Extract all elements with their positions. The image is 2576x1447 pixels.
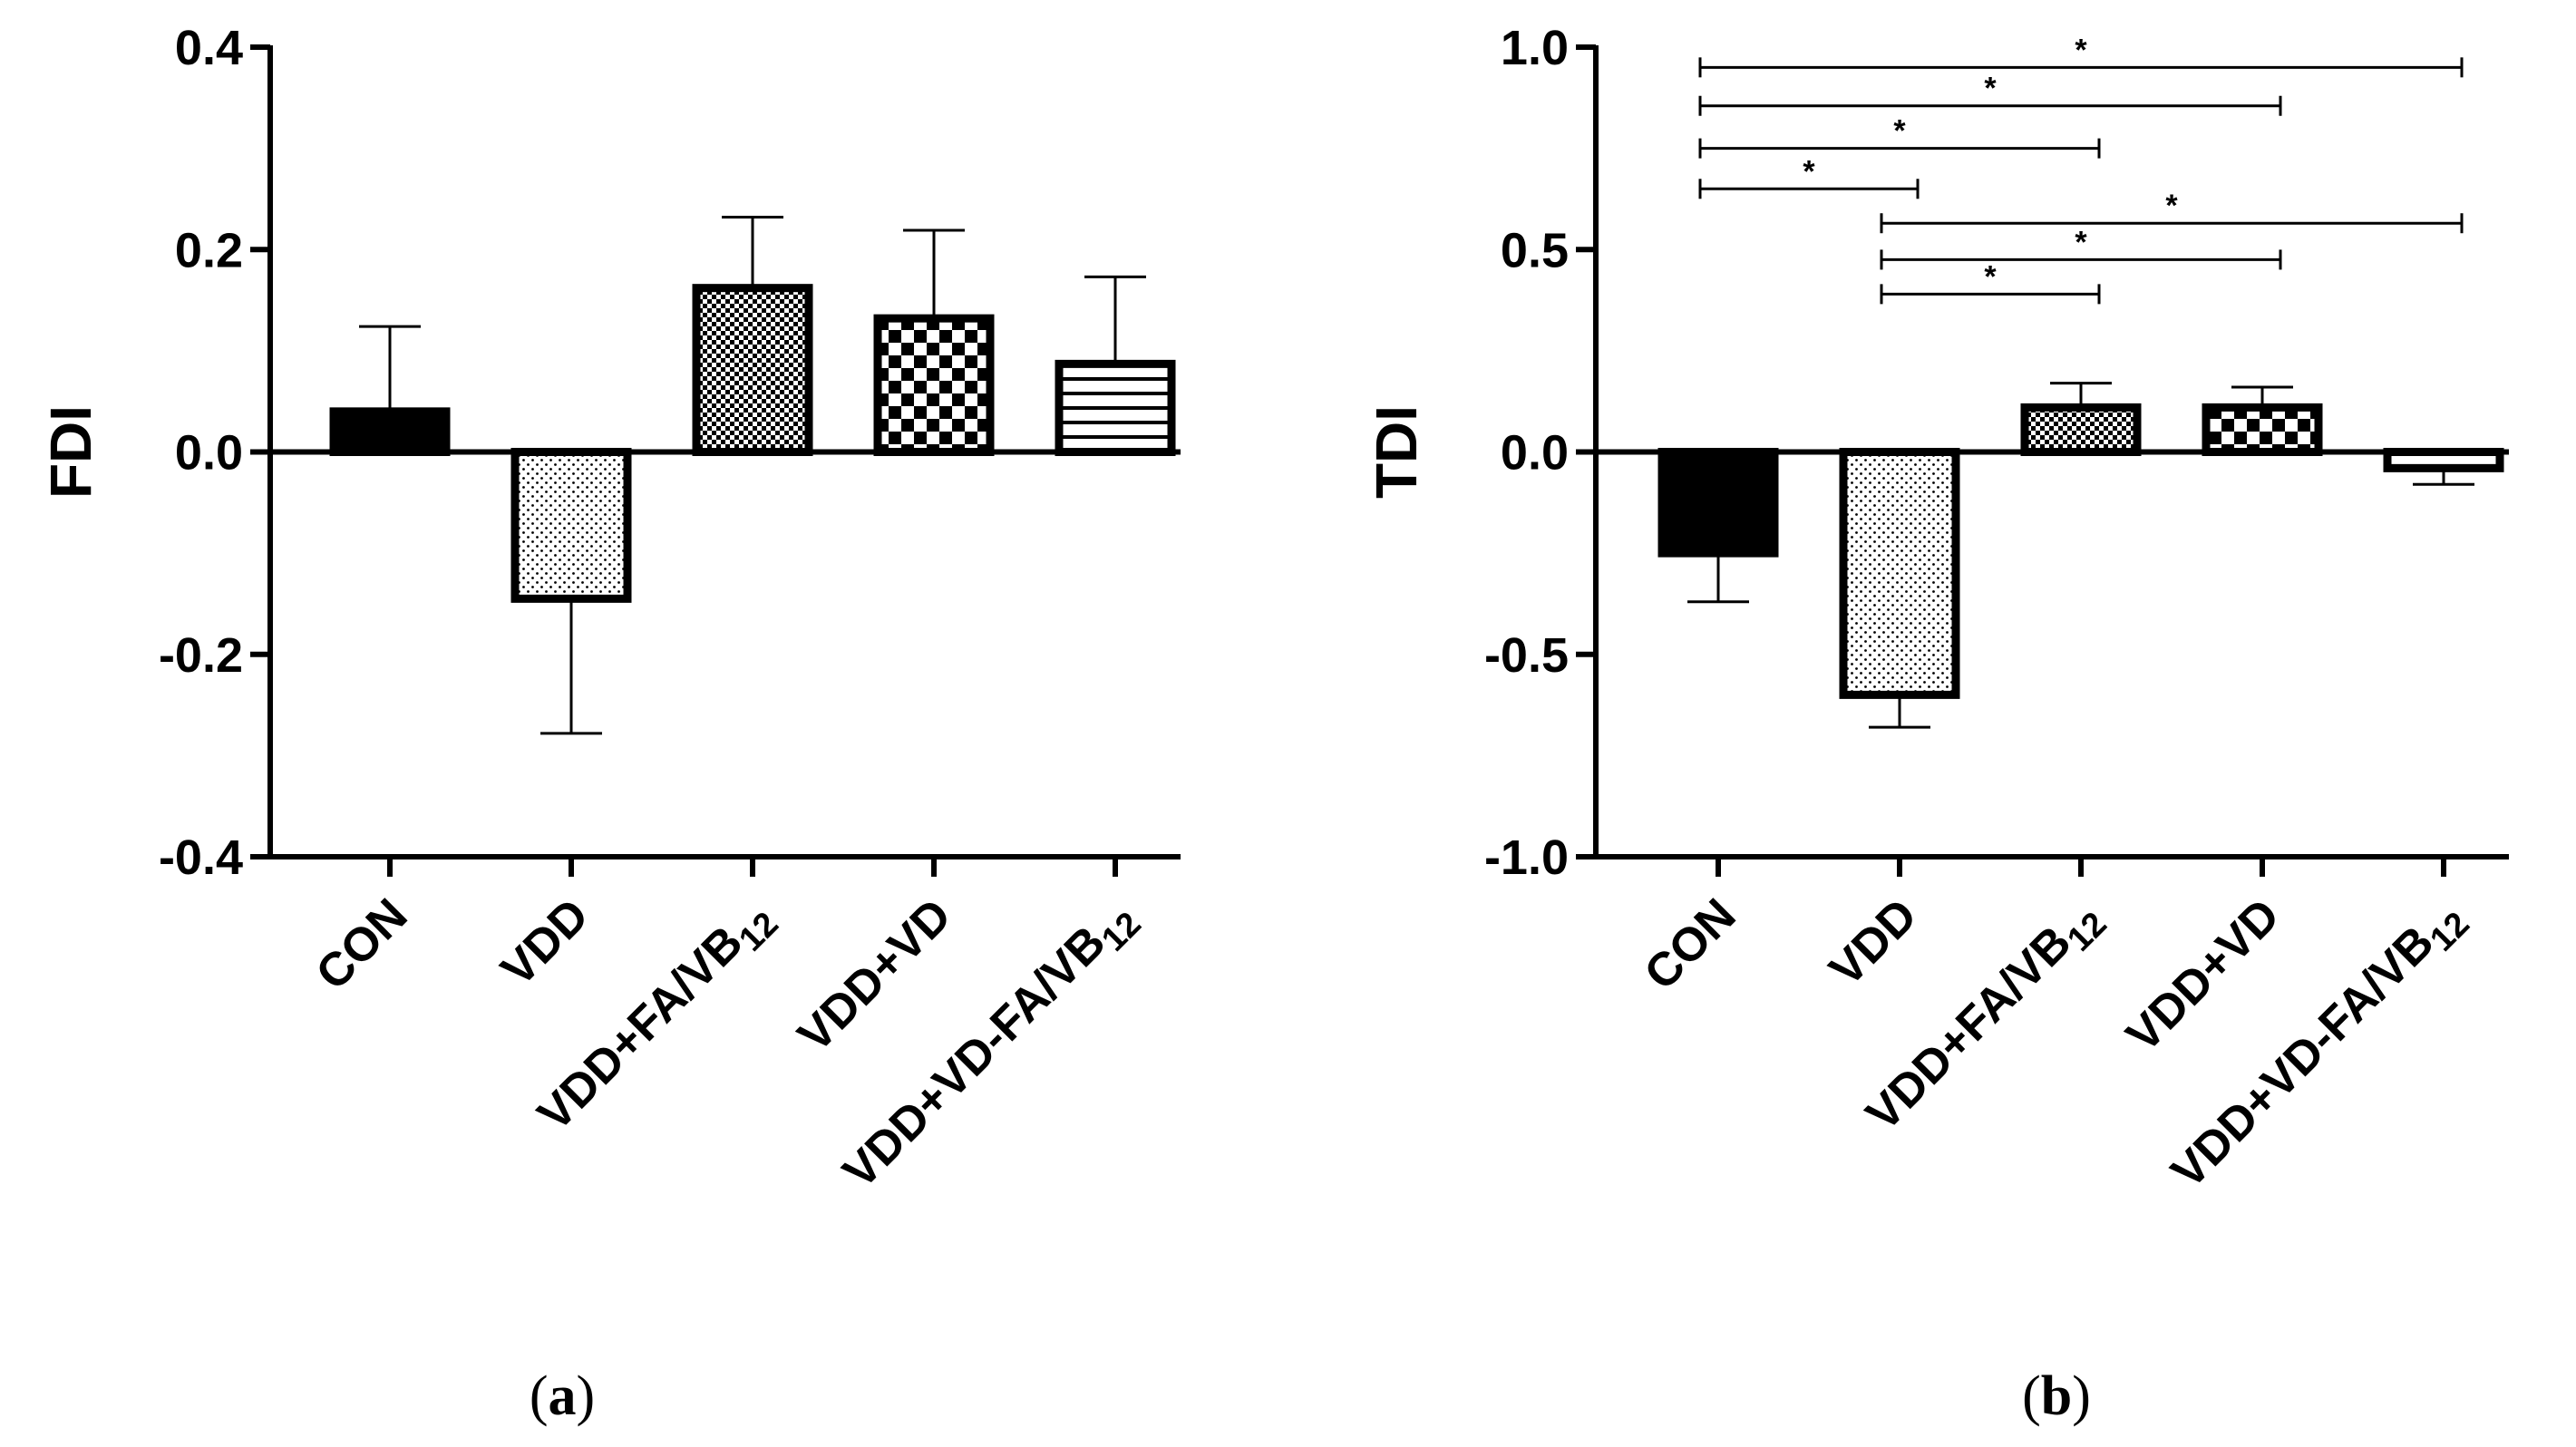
panel-b-bar-4 (2202, 403, 2323, 457)
panel-a-y-axis-label: FDI (38, 405, 103, 499)
panel-a-bar-1 (329, 407, 451, 457)
panel-b-sig-star: * (1984, 72, 1997, 106)
panel-a-category-label: VDD (491, 889, 599, 996)
panel-b-sig-star: * (2075, 225, 2087, 259)
panel-b-bar-3 (2020, 403, 2142, 457)
panel-a-y-tick-label: 0.4 (175, 21, 243, 75)
panel-b-category-label: VDD+VD (2116, 889, 2289, 1062)
panel-b-sig-star: * (1803, 154, 1815, 189)
panel-b-bar-2 (1839, 448, 1960, 699)
panel-a-caption: (a) (530, 1365, 595, 1427)
panel-b-caption: (b) (2022, 1365, 2091, 1427)
panel-b-sig-star: * (2075, 33, 2087, 67)
panel-b-y-tick-label: -0.5 (1484, 628, 1569, 683)
panel-b-y-axis-label: TDI (1364, 405, 1429, 499)
panel-b-y-tick-label: 0.0 (1501, 426, 1569, 481)
panel-b-bar-1 (1657, 448, 1779, 558)
panel-a-y-tick-label: 0.2 (175, 223, 243, 277)
panel-a-category-label: VDD+VD (788, 889, 961, 1062)
panel-a-y-tick-label: 0.0 (175, 426, 243, 481)
panel-b-category-label: CON (1635, 889, 1746, 1000)
panel-a-y-tick-label: -0.4 (159, 830, 243, 885)
panel-a-bar-3 (692, 284, 813, 457)
panel-b-y-tick-label: 0.5 (1501, 223, 1569, 277)
panel-b-y-tick-label: -1.0 (1484, 830, 1569, 885)
panel-b-category-label: VDD (1820, 889, 1928, 996)
panel-b-sig-star: * (1984, 259, 1997, 294)
panel-b-sig-star: * (1893, 114, 1906, 149)
panel-a-bar-2 (510, 448, 632, 603)
panel-a-category-label: CON (306, 889, 418, 1000)
panel-a-bar-5 (1055, 359, 1176, 457)
panel-b-y-tick-label: 1.0 (1501, 21, 1569, 75)
panel-a-bar-4 (873, 314, 995, 456)
panel-b-sig-star: * (2165, 189, 2178, 223)
panel-a-y-tick-label: -0.2 (159, 628, 243, 683)
